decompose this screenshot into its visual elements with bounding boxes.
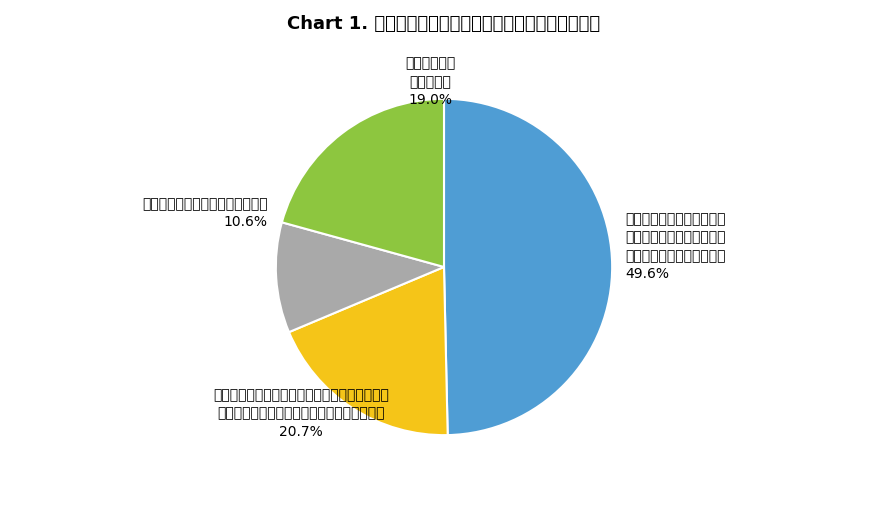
Wedge shape: [276, 222, 444, 332]
Wedge shape: [281, 99, 444, 267]
Wedge shape: [444, 99, 612, 435]
Title: Chart 1. あなたの会社に、『企業理念』はありますか？: Chart 1. あなたの会社に、『企業理念』はありますか？: [288, 15, 600, 33]
Text: あるかどうか
わからない
19.0%: あるかどうか わからない 19.0%: [406, 56, 456, 107]
Wedge shape: [289, 267, 448, 435]
Text: 会社の『企業理念』は存在しない
10.6%: 会社の『企業理念』は存在しない 10.6%: [142, 197, 267, 230]
Text: 決まった文章や言葉はないが、会社の『企業理
念』は存在している（＝不文律として存在）
20.7%: 決まった文章や言葉はないが、会社の『企業理 念』は存在している（＝不文律として存…: [213, 388, 389, 439]
Text: 決まった文章や言葉として
『企業理念』が示されてい
る（＝明文化されている）
49.6%: 決まった文章や言葉として 『企業理念』が示されてい る（＝明文化されている） 4…: [626, 212, 726, 281]
